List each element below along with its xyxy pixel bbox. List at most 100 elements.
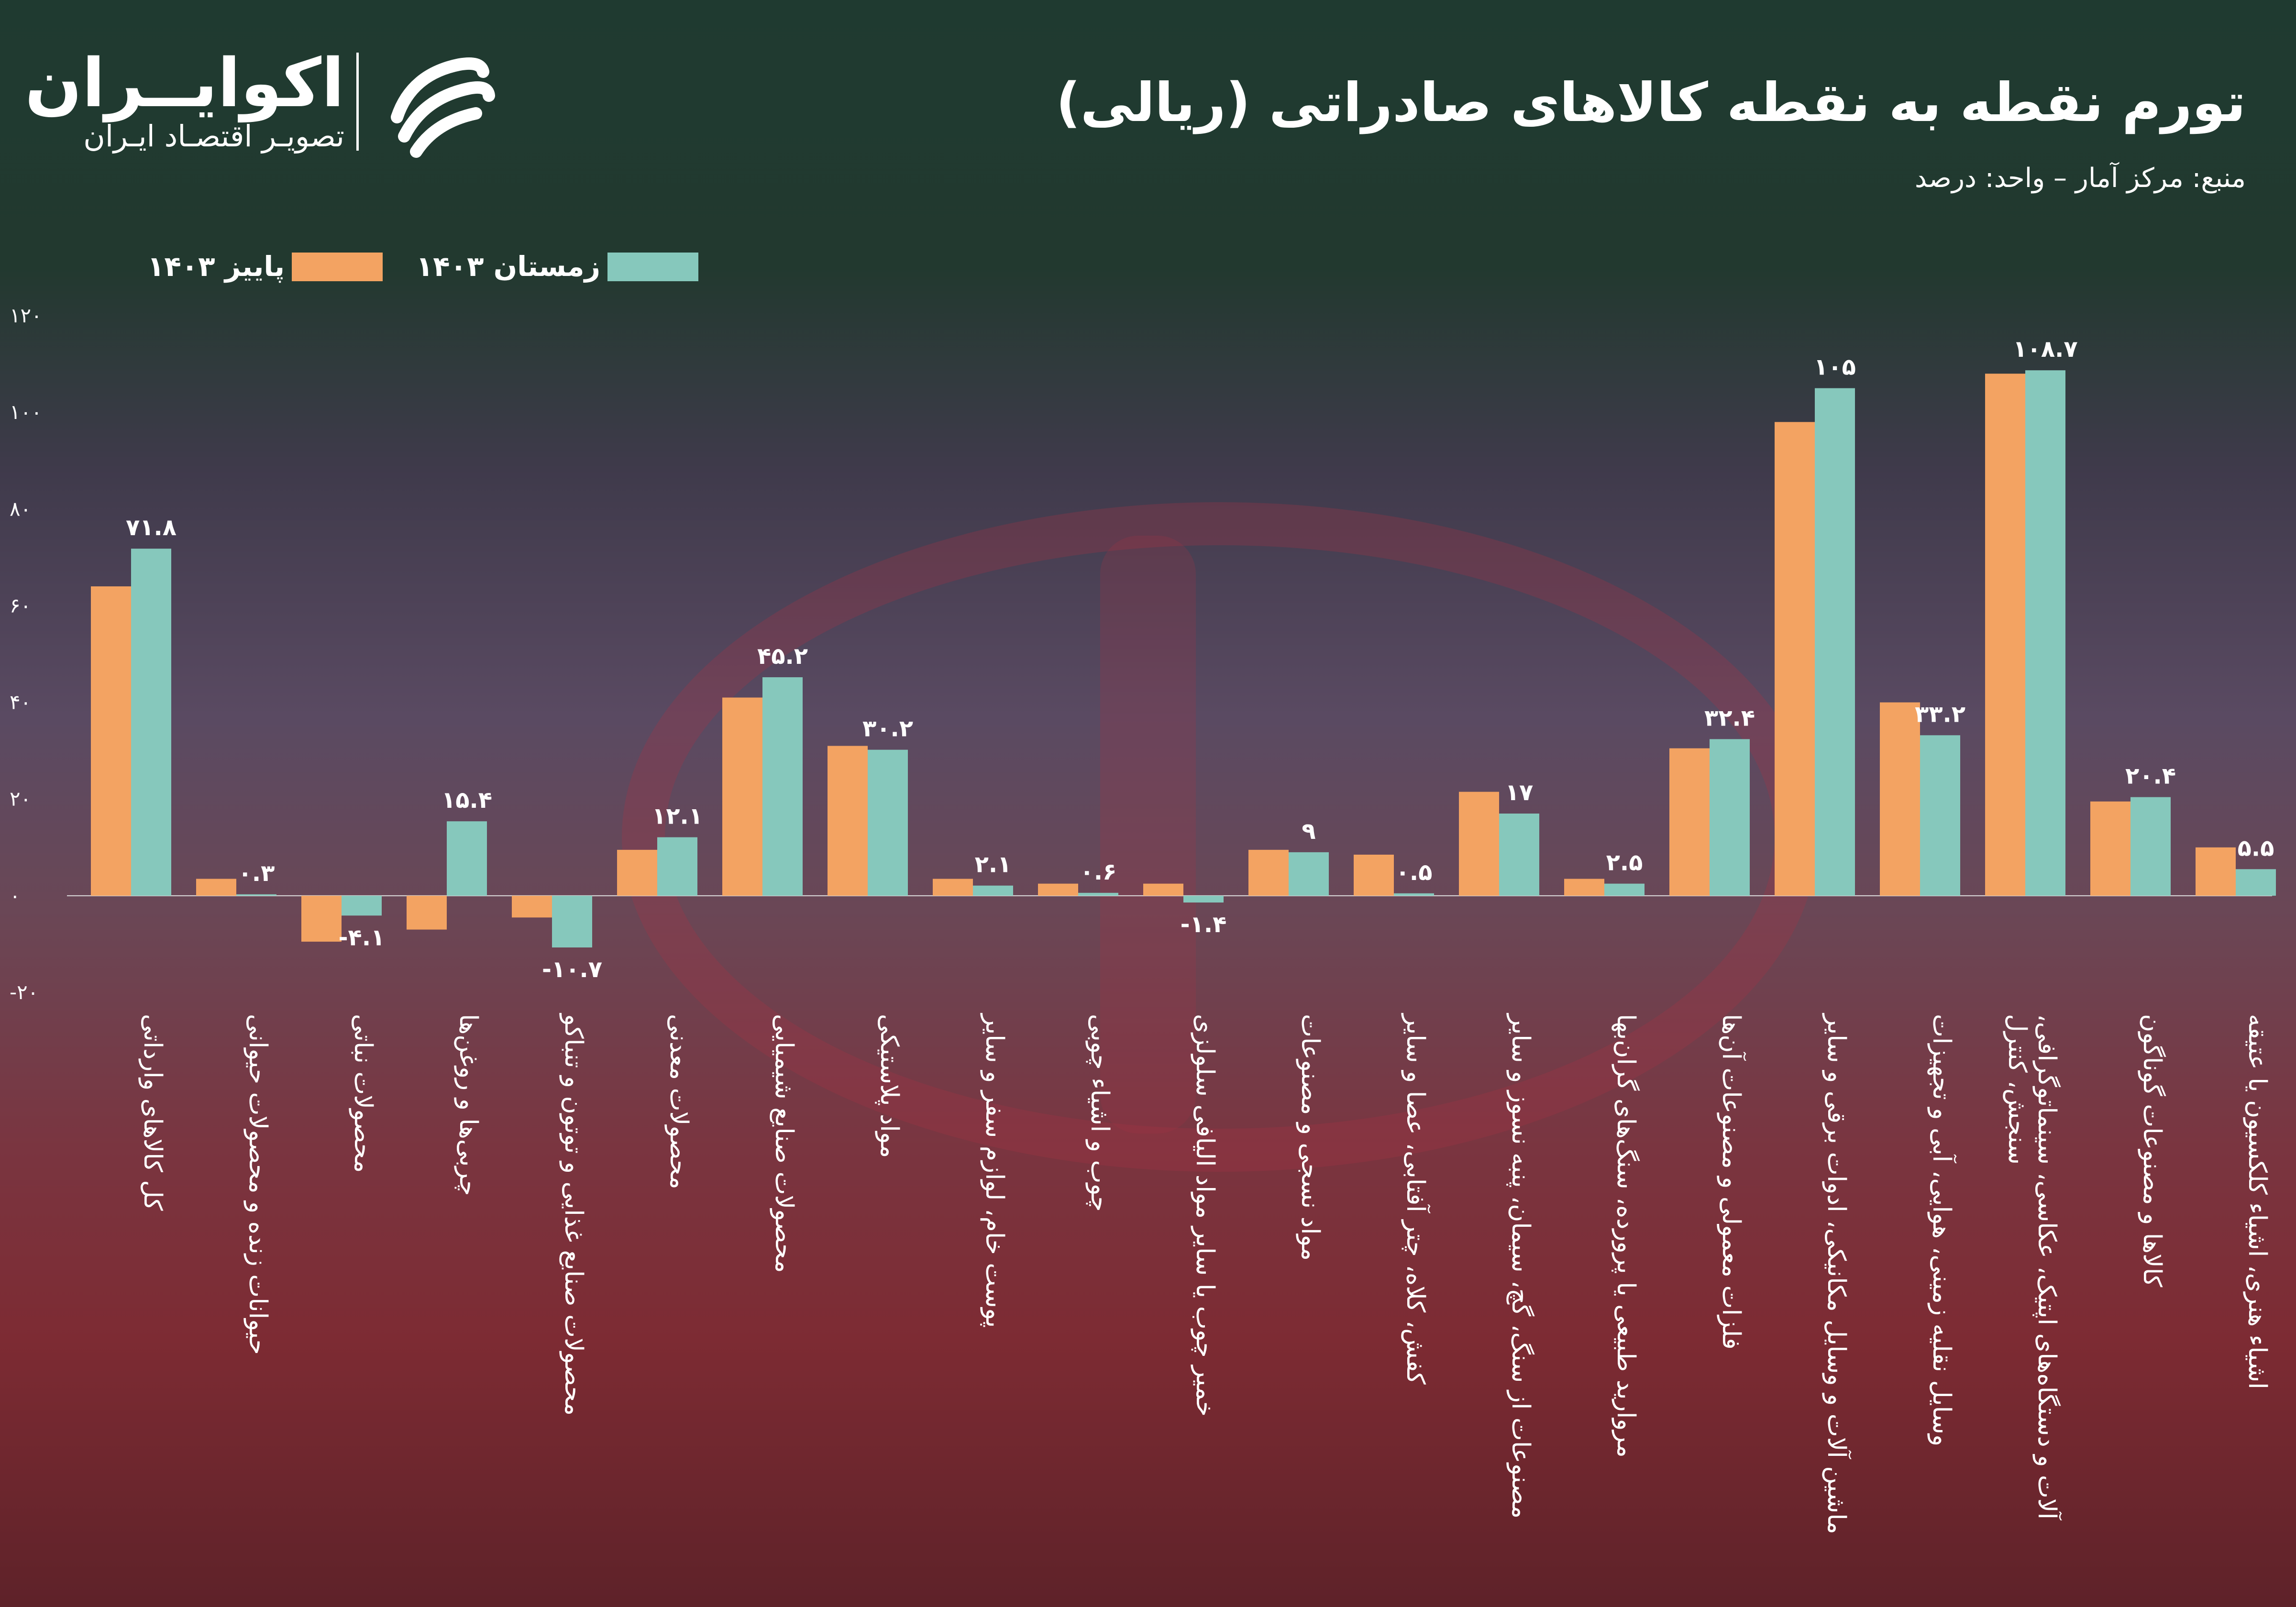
category-label: اشیاء هنری، اشیاء کلکسیون یا عتیقه: [2243, 1014, 2272, 1389]
bar-winter: [2130, 797, 2171, 896]
category-label: ماشین آلات و وسایل مکانیکی، ادوات برقی و…: [1822, 1014, 1851, 1534]
category-label: محصولات نباتی: [349, 1014, 377, 1173]
y-axis: -۲۰ ۰ ۲۰ ۴۰ ۶۰ ۸۰ ۱۰۰ ۱۲۰: [10, 304, 42, 1004]
category-label: چربی‌ها و روغن‌ها: [454, 1014, 483, 1196]
data-label: ۲.۱: [975, 851, 1012, 878]
data-label: ۰.۵: [1396, 859, 1433, 886]
bar-winter: [868, 749, 908, 896]
legend-label-autumn: پاییز ۱۴۰۳: [147, 250, 285, 283]
logo-name: اکوایــران: [24, 44, 344, 122]
background-emblem-stem: [1100, 536, 1196, 1134]
y-tick-label: ۰: [10, 884, 21, 907]
bar-winter: [1710, 739, 1750, 896]
data-label: ۹: [1302, 818, 1315, 845]
bar-winter: [2236, 869, 2276, 896]
legend-item-winter: زمستان ۱۴۰۳: [416, 249, 708, 285]
data-label: ۰.۶: [1080, 859, 1117, 885]
category-label: محصولات صنایع غذایی و توتون و تنباکو: [559, 1014, 588, 1416]
category-label: محصولات صنایع شیمیایی: [770, 1014, 798, 1273]
logo-tagline: تصویـر اقتصـاد ایـران: [83, 119, 344, 154]
data-label: ۳۲.۴: [1704, 704, 1755, 731]
bars: [91, 370, 2276, 948]
y-tick-label: -۲۰: [10, 980, 38, 1004]
legend-swatch-winter: [607, 253, 698, 281]
category-label: پوست خام، لوازم سفر و سایر: [980, 1014, 1009, 1328]
data-label: ۴۵.۲: [757, 643, 808, 670]
category-label: کفش، کلاه، چتر آفتابی، عصا و سایر: [1401, 1014, 1430, 1385]
data-label: ۲.۵: [1606, 849, 1643, 876]
y-tick-label: ۸۰: [10, 497, 31, 520]
bar-autumn: [1669, 748, 1710, 896]
data-label: ۱۵.۴: [442, 787, 492, 814]
bar-autumn: [1143, 883, 1183, 896]
bar-winter: [552, 895, 592, 948]
bar-autumn: [91, 586, 131, 896]
category-label: کل کالاهای وارداتی: [138, 1014, 167, 1211]
bar-autumn: [828, 746, 868, 896]
category-label: محصولات معدنی: [664, 1014, 693, 1189]
y-tick-label: ۱۰۰: [10, 400, 42, 424]
data-label: ۲۰.۴: [2125, 763, 2176, 790]
bar-autumn: [1038, 883, 1078, 896]
data-label: -۱.۴: [1181, 911, 1227, 938]
category-label: حیوانات زنده و محصولات حیوانی: [243, 1014, 272, 1355]
category-label: مواد پلاستیکی: [875, 1014, 904, 1158]
bar-winter: [236, 894, 276, 896]
bar-winter: [762, 677, 803, 896]
category-label: وسایل نقلیه زمینی، هوایی، آبی و تجهیزات: [1927, 1014, 1956, 1447]
bar-winter: [1394, 893, 1434, 896]
data-label: ۱۷: [1505, 779, 1534, 806]
bar-autumn: [1880, 702, 1920, 896]
bar-autumn: [301, 895, 342, 942]
bar-autumn: [617, 849, 657, 896]
y-tick-label: ۲۰: [10, 787, 31, 811]
data-label: ۵.۵: [2238, 835, 2274, 861]
category-label: فلزات معمولی و مصنوعات آن‌ها: [1717, 1014, 1745, 1350]
data-label: ۱۰۵: [1814, 354, 1856, 381]
bar-winter: [131, 549, 171, 896]
bar-winter: [1499, 814, 1539, 896]
bar-autumn: [1459, 792, 1499, 896]
bar-winter: [447, 821, 487, 896]
bar-autumn: [2090, 801, 2130, 896]
bar-winter: [1815, 388, 1855, 896]
bar-autumn: [512, 895, 552, 918]
bar-autumn: [1775, 422, 1815, 896]
brand-logo: اکوایــران تصویـر اقتصـاد ایـران: [24, 44, 495, 170]
bar-winter: [1289, 852, 1329, 896]
data-label: ۳۳.۲: [1915, 701, 1965, 727]
bar-winter: [342, 895, 382, 916]
bar-autumn: [407, 895, 447, 930]
bar-winter: [657, 837, 697, 896]
bar-winter: [2025, 370, 2065, 896]
category-label: خمیر چوب یا سایر مواد الیافی سلولزی: [1191, 1014, 1219, 1417]
data-labels: ۷۱.۸ ۰.۳ -۴.۱ ۱۵.۴ -۱۰.۷ ۱۲.۱ ۴۵.۲ ۳۰.۲ ۲.۱ ۰.۶ -۱…: [126, 336, 2274, 983]
legend-label-winter: زمستان ۱۴۰۳: [416, 250, 600, 283]
category-label: مصنوعات از سنگ، گچ، سیمان، پنبه نسوز و س…: [1506, 1014, 1535, 1519]
bar-autumn: [1564, 879, 1604, 896]
bar-winter: [1078, 892, 1118, 896]
bar-autumn: [1354, 854, 1394, 896]
logo-divider: [356, 53, 359, 151]
logo-mark-icon: [391, 57, 495, 158]
bar-winter: [1604, 883, 1645, 896]
category-label: آلات و دستگاه‌های اپتیک، عکاسی، سینماتوگ…: [2003, 1014, 2061, 1519]
bar-autumn: [196, 879, 236, 896]
category-label: مروارید طبیعی یا پرورده، سنگ‌های گران‌به…: [1612, 1014, 1640, 1458]
bar-winter: [1920, 735, 1960, 896]
chart-title: تورم نقطه به نقطه کالاهای صادراتی (ریالی…: [1056, 72, 2246, 134]
data-label: -۴.۱: [339, 924, 385, 951]
category-label: چوب و اشیاء چوبی: [1085, 1014, 1114, 1212]
legend-item-autumn: پاییز ۱۴۰۳: [139, 249, 387, 285]
category-label: مواد نسجی و مصنوعات: [1296, 1014, 1325, 1261]
y-tick-label: ۶۰: [10, 594, 31, 617]
legend-swatch-autumn: [292, 253, 383, 281]
bar-autumn: [1985, 374, 2025, 896]
data-label: ۱۲.۱: [652, 803, 703, 830]
category-label: کالاها و مصنوعات گوناگون: [2138, 1014, 2166, 1288]
bar-winter: [973, 885, 1013, 896]
data-label: ۳۰.۲: [862, 715, 913, 742]
bar-autumn: [722, 697, 762, 896]
data-label: ۷۱.۸: [126, 514, 177, 541]
